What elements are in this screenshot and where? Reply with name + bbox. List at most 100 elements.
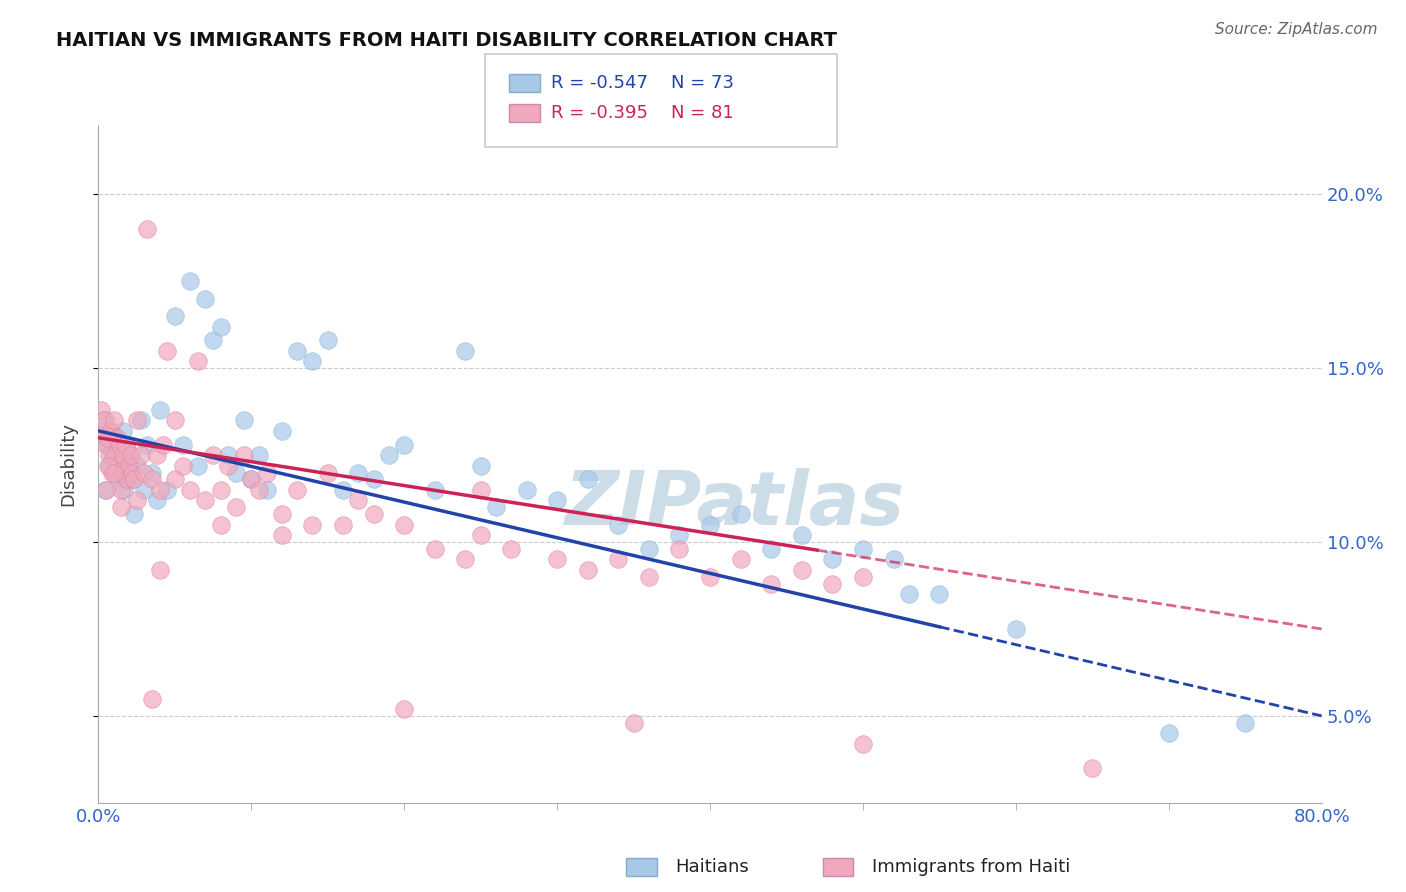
Point [225,500,247,515]
Point [134,466,156,480]
Point [607,517,630,532]
Point [129,413,152,427]
Point [97,458,120,473]
Point [112,466,135,480]
Point [546,493,568,508]
Point [103,466,125,480]
Point [163,473,186,487]
Point [1234,715,1257,730]
Point [423,483,446,497]
Point [125,413,148,427]
Point [576,473,599,487]
Point [121,473,143,487]
Point [852,737,875,751]
Point [141,473,163,487]
Point [111,424,134,438]
Point [225,466,247,480]
Point [100,424,122,438]
Point [93,483,115,497]
Point [485,500,508,515]
Point [125,458,148,473]
Point [668,541,690,556]
Point [120,448,142,462]
Point [145,448,167,462]
Point [247,448,270,462]
Point [194,493,217,508]
Point [136,438,159,452]
Point [94,431,117,445]
Point [118,466,141,480]
Point [152,438,174,452]
Point [316,466,339,480]
Point [699,517,721,532]
Point [97,438,120,452]
Point [347,493,370,508]
Point [115,438,138,452]
Text: Source: ZipAtlas.com: Source: ZipAtlas.com [1215,22,1378,37]
Point [256,466,278,480]
Point [852,570,875,584]
Point [125,493,148,508]
Point [301,517,323,532]
Point [761,541,783,556]
Point [270,528,294,542]
Point [285,343,308,358]
Point [217,448,239,462]
Point [163,309,186,323]
Point [163,413,186,427]
Point [179,274,201,288]
Point [100,424,122,438]
Point [217,458,239,473]
Y-axis label: Disability: Disability [59,422,77,506]
Point [101,448,124,462]
Point [423,541,446,556]
Text: Immigrants from Haiti: Immigrants from Haiti [872,858,1070,876]
Point [141,691,163,706]
Point [94,483,117,497]
Point [98,458,121,473]
Point [454,552,477,566]
Point [129,448,152,462]
Point [103,431,125,445]
Text: R = -0.395    N = 81: R = -0.395 N = 81 [551,104,734,122]
Point [104,466,127,480]
Point [256,483,278,497]
Point [202,334,225,348]
Point [110,466,132,480]
Point [638,541,661,556]
Point [347,466,370,480]
Point [730,508,752,522]
Point [363,473,385,487]
Point [101,466,124,480]
Point [108,438,131,452]
Point [121,466,143,480]
Text: ZIPatlas: ZIPatlas [564,468,904,541]
Point [90,403,112,417]
Point [179,483,201,497]
Point [821,552,844,566]
Point [209,319,232,334]
Point [115,438,138,452]
Point [187,458,209,473]
Point [112,483,135,497]
Point [470,528,492,542]
Text: Haitians: Haitians [675,858,748,876]
Point [392,438,416,452]
Point [187,354,209,368]
Point [149,563,172,577]
Point [91,413,114,427]
Point [454,343,477,358]
Point [110,500,132,515]
Point [240,473,263,487]
Point [1004,622,1026,636]
Point [105,431,128,445]
Text: HAITIAN VS IMMIGRANTS FROM HAITI DISABILITY CORRELATION CHART: HAITIAN VS IMMIGRANTS FROM HAITI DISABIL… [56,31,837,50]
Point [516,483,538,497]
Point [209,517,232,532]
Point [156,343,179,358]
Point [107,473,129,487]
Point [883,552,905,566]
Point [928,587,950,601]
Point [790,563,813,577]
Point [316,334,339,348]
